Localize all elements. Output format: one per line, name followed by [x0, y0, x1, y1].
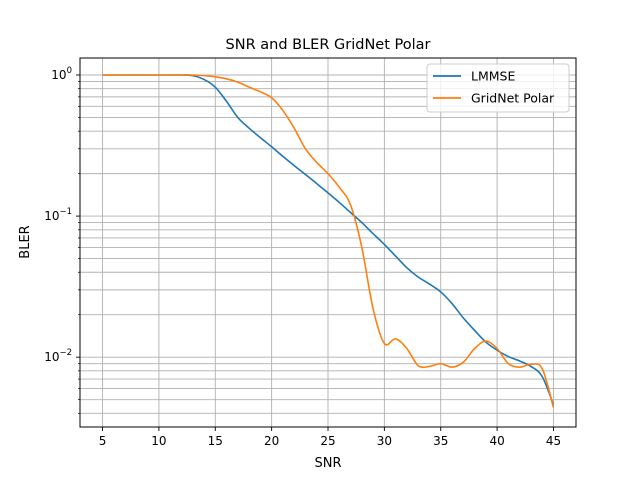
series-line-gridnet-polar — [102, 74, 555, 408]
legend-label: LMMSE — [471, 69, 515, 84]
legend: LMMSE GridNet Polar — [426, 63, 570, 113]
legend-label: GridNet Polar — [471, 91, 555, 106]
x-tick-label: 35 — [433, 434, 448, 448]
x-tick-label: 45 — [546, 434, 561, 448]
x-tick-label: 30 — [377, 434, 392, 448]
y-tick-exponent: 0 — [67, 66, 72, 76]
grid — [80, 58, 576, 427]
y-tick-base: 10 — [44, 209, 59, 223]
y-tick-exponent: −2 — [59, 348, 72, 358]
chart-title: SNR and BLER GridNet Polar — [226, 37, 431, 53]
y-tick-label: 10−1 — [44, 207, 72, 223]
x-tick-label: 25 — [320, 434, 335, 448]
y-tick-exponent: −1 — [59, 207, 72, 217]
x-axis-label: SNR — [314, 456, 341, 471]
y-tick-label: 10−2 — [44, 348, 72, 364]
legend-box — [426, 63, 570, 113]
x-tick-label: 40 — [489, 434, 504, 448]
x-tick-label: 20 — [264, 434, 279, 448]
x-tick-label: 15 — [208, 434, 223, 448]
x-tick-label: 10 — [151, 434, 166, 448]
y-tick-base: 10 — [51, 68, 66, 82]
y-tick-label: 100 — [51, 66, 72, 82]
x-tick-label: 5 — [99, 434, 107, 448]
series-layer — [102, 74, 555, 408]
y-tick-base: 10 — [44, 350, 59, 364]
y-axis-label: BLER — [18, 225, 33, 258]
